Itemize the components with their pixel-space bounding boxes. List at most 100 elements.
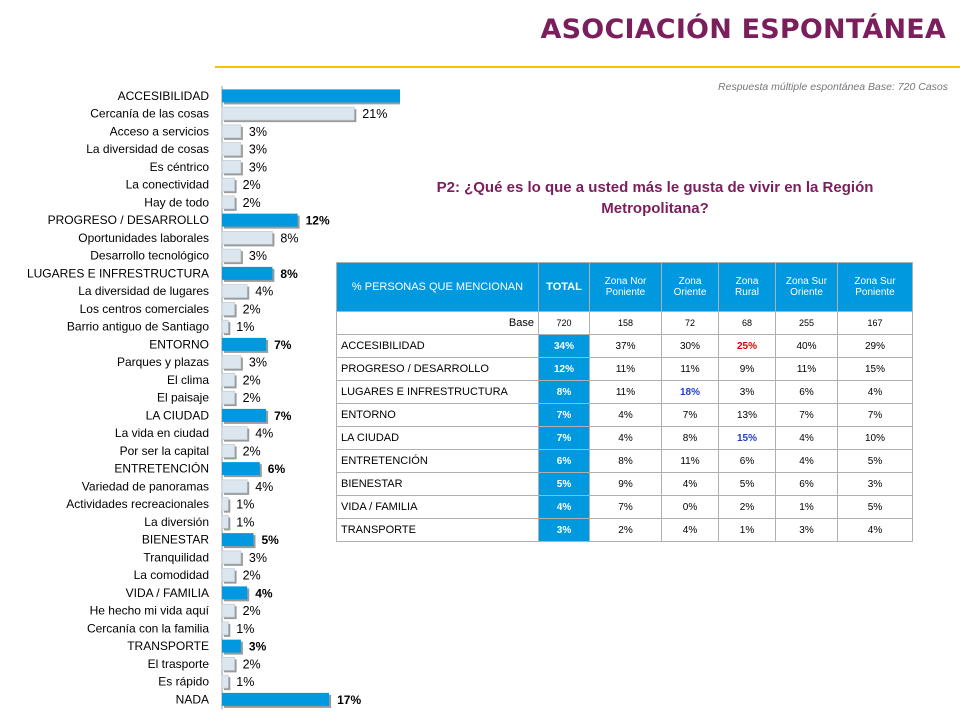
zone-cell: 4%: [775, 449, 838, 473]
sub-bar: [221, 674, 229, 689]
bar-value-label: 6%: [268, 462, 286, 476]
bar-label: BIENESTAR: [142, 533, 209, 547]
bar-value-label: 4%: [255, 480, 273, 494]
category-bar: [222, 586, 248, 600]
bar-value-label: 17%: [337, 693, 361, 707]
zone-cell: 13%: [718, 403, 776, 427]
bar-label: VIDA / FAMILIA: [126, 586, 209, 600]
zone-cell: 7%: [775, 403, 838, 427]
base-cell: 72: [661, 311, 719, 335]
category-bar: [222, 408, 267, 422]
sub-bar: [221, 248, 242, 263]
table-header-cell: TOTAL: [538, 262, 590, 312]
table-row: ENTORNO 7% 4% 7% 13% 7% 7%: [336, 403, 913, 427]
bar-value-label: 2%: [243, 444, 261, 458]
zone-cell: 4%: [661, 472, 719, 496]
total-cell: 6%: [538, 449, 590, 473]
bar-value-label: 2%: [243, 657, 261, 671]
sub-bar: [221, 124, 242, 139]
sub-bar: [221, 444, 235, 458]
zone-cell: 15%: [718, 426, 776, 450]
bar-value-label: 2%: [243, 302, 261, 316]
bar-label: LUGARES E INFRESTRUCTURA: [27, 266, 209, 280]
zone-cell: 2%: [718, 495, 776, 519]
total-cell: 7%: [538, 403, 590, 427]
bar-value-label: 3%: [249, 551, 267, 565]
base-note: Respuesta múltiple espontánea Base: 720 …: [718, 81, 948, 93]
bar-label: Por ser la capital: [120, 444, 209, 458]
zone-cell: 4%: [837, 518, 913, 542]
bar-label: El clima: [167, 373, 209, 387]
bar-label: LA CIUDAD: [146, 408, 210, 422]
sub-bar: [221, 231, 273, 245]
bar-value-label: 2%: [243, 391, 261, 405]
bar-label: El paisaje: [157, 391, 209, 405]
category-bar: [222, 337, 267, 351]
bar-label: TRANSPORTE: [127, 639, 209, 653]
bar-value-label: 1%: [236, 320, 254, 334]
zone-cell: 3%: [718, 380, 776, 404]
table-header-cell: % PERSONAS QUE MENCIONAN: [336, 262, 539, 312]
page-title: ASOCIACIÓN ESPONTÁNEA: [540, 14, 946, 45]
zone-cell: 7%: [661, 403, 719, 427]
zone-cell: 7%: [589, 495, 662, 519]
zone-cell: 30%: [661, 334, 719, 358]
bar-label: Tranquilidad: [143, 550, 209, 564]
sub-bar: [221, 106, 355, 121]
row-label: ACCESIBILIDAD: [336, 334, 539, 358]
sub-bar: [221, 160, 242, 174]
category-bar: [222, 639, 241, 653]
base-cell: 167: [837, 311, 913, 335]
bar-label: Es rápido: [158, 675, 209, 689]
row-label: ENTRETENCIÓN: [336, 449, 539, 473]
bar-label: Variedad de panoramas: [82, 479, 209, 493]
table-header-row: % PERSONAS QUE MENCIONAN TOTAL Zona Nor Po…: [336, 262, 913, 312]
bar-label: ENTORNO: [149, 337, 209, 351]
zone-cell: 4%: [589, 426, 662, 450]
row-label: VIDA / FAMILIA: [336, 495, 539, 519]
bar-label: Hay de todo: [144, 195, 209, 209]
table-row: VIDA / FAMILIA 4% 7% 0% 2% 1% 5%: [336, 495, 913, 519]
sub-bar: [221, 373, 235, 387]
category-bar: [222, 266, 273, 280]
bar-label: Barrio antiguo de Santiago: [67, 320, 209, 334]
table-row: TRANSPORTE 3% 2% 4% 1% 3% 4%: [336, 518, 913, 542]
bar-value-label: 3%: [249, 356, 267, 370]
base-cell: 720: [538, 311, 590, 335]
total-cell: 3%: [538, 518, 590, 542]
row-label: PROGRESO / DESARROLLO: [336, 357, 539, 381]
zone-cell: 15%: [837, 357, 913, 381]
base-cell: 255: [775, 311, 838, 335]
zone-cell: 2%: [589, 518, 662, 542]
bar-value-label: 4%: [255, 427, 273, 441]
row-label: LA CIUDAD: [336, 426, 539, 450]
zone-cell: 25%: [718, 334, 776, 358]
total-cell: 8%: [538, 380, 590, 404]
zone-cell: 5%: [837, 449, 913, 473]
zone-cell: 18%: [661, 380, 719, 404]
bar-value-label: 7%: [274, 409, 292, 423]
bar-value-label: 1%: [236, 498, 254, 512]
table-row: ENTRETENCIÓN 6% 8% 11% 6% 4% 5%: [336, 449, 913, 473]
zone-cell: 11%: [775, 357, 838, 381]
total-cell: 12%: [538, 357, 590, 381]
base-cell: 68: [718, 311, 776, 335]
sub-bar: [221, 284, 248, 298]
bar-label: La diversidad de cosas: [86, 142, 209, 156]
row-label: TRANSPORTE: [336, 518, 539, 542]
table-row: PROGRESO / DESARROLLO 12% 11% 11% 9% 11% 15%: [336, 357, 913, 381]
zone-cell: 9%: [589, 472, 662, 496]
sub-bar: [221, 177, 235, 192]
bar-label: ENTRETENCIÓN: [114, 461, 209, 476]
zone-cell: 37%: [589, 334, 662, 358]
zone-cell: 4%: [661, 518, 719, 542]
bar-value-label: 1%: [236, 515, 254, 529]
table-header-cell: Zona Oriente: [661, 262, 719, 312]
bar-label: Los centros comerciales: [80, 302, 209, 316]
bar-value-label: 7%: [274, 338, 292, 352]
bar-label: La conectividad: [126, 178, 209, 192]
zone-cell: 5%: [837, 495, 913, 519]
sub-bar: [221, 515, 229, 529]
table-row: LUGARES E INFRESTRUCTURA 8% 11% 18% 3% 6% 4%: [336, 380, 913, 404]
bar-label: Oportunidades laborales: [78, 231, 209, 245]
